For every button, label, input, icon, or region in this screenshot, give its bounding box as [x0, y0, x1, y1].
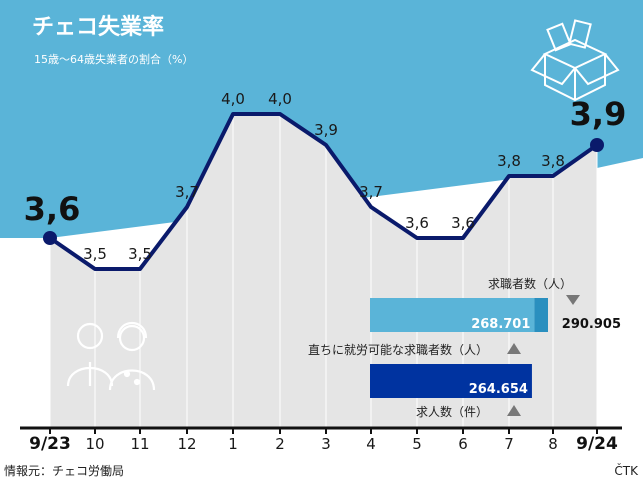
x-tick-label: 9/23: [29, 434, 71, 454]
value-label: 3,7: [359, 183, 383, 201]
vacancies-label: 求人数（件）: [416, 404, 488, 419]
bar-vacancies-value: 264.654: [469, 382, 528, 397]
source-note: 情報元：チェコ労働局: [4, 464, 124, 478]
x-tick-label: 8: [548, 435, 558, 453]
x-tick-label: 5: [412, 435, 422, 453]
trend-up-icon: [507, 343, 521, 354]
bar-job-seekers: [370, 298, 535, 332]
header-background: [0, 0, 643, 238]
value-label: 3,6: [451, 214, 475, 232]
x-tick-label: 10: [85, 435, 104, 453]
value-label: 3,6: [405, 214, 429, 232]
data-points: [43, 138, 604, 245]
value-label: 3,9: [314, 121, 338, 139]
chart-title: チェコ失業率: [32, 14, 164, 40]
x-ticks: 9/23 10 11 12 1 2 3 4 5 6 7 8 9/24: [29, 428, 618, 454]
x-tick-label: 9/24: [576, 434, 618, 454]
bar-job-seekers-value: 290.905: [562, 317, 621, 332]
people-icon: [66, 322, 156, 391]
value-label: 3,8: [497, 152, 521, 170]
available-seekers-label: 直ちに就労可能な求職者数（人）: [308, 342, 488, 357]
value-labels: 3,63,5 3,53,74,0 4,03,93,73,6 3,63,8 3,83,9: [24, 90, 627, 263]
x-tick-label: 1: [228, 435, 238, 453]
data-point: [590, 138, 604, 152]
inset-panel: 求職者数（人） 268.701 290.905 直ちに就労可能な求職者数（人） …: [308, 276, 621, 419]
data-point: [43, 231, 57, 245]
value-label: 3,6: [24, 190, 81, 228]
x-tick-label: 4: [366, 435, 376, 453]
job-seekers-label: 求職者数（人）: [488, 276, 572, 291]
value-label: 3,9: [570, 95, 627, 133]
chart-subtitle: 15歳〜64歳失業者の割合（%）: [34, 52, 193, 66]
value-label: 3,8: [541, 152, 565, 170]
x-tick-label: 2: [275, 435, 285, 453]
bar-vacancies: [370, 364, 532, 398]
series-line: [48, 112, 599, 271]
brand-logo: ČTK: [614, 463, 639, 478]
x-tick-label: 7: [504, 435, 514, 453]
x-tick-label: 3: [321, 435, 331, 453]
value-label: 4,0: [221, 90, 245, 108]
value-label: 3,5: [83, 245, 107, 263]
x-tick-label: 6: [458, 435, 468, 453]
open-box-icon: [530, 19, 620, 102]
x-tick-label: 12: [177, 435, 196, 453]
bar-job-seekers-prev-value: 268.701: [471, 317, 530, 332]
value-label: 4,0: [268, 90, 292, 108]
trend-up-icon: [507, 405, 521, 416]
bar-job-seekers-accent: [534, 298, 548, 332]
value-label: 3,7: [175, 183, 199, 201]
x-tick-label: 11: [130, 435, 149, 453]
value-label: 3,5: [128, 245, 152, 263]
trend-down-icon: [566, 295, 580, 305]
